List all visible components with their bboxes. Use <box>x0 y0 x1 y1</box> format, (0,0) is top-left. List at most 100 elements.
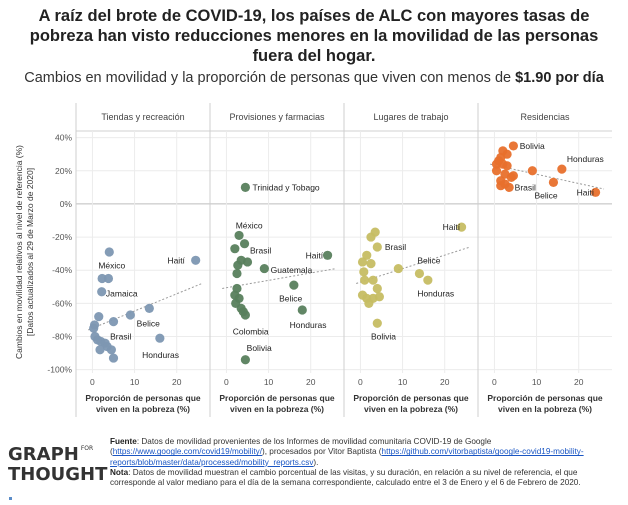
point-label: Trinidad y Tobago <box>253 182 320 192</box>
y-tick-label: -60% <box>52 298 72 308</box>
chart-subtitle: Cambios en movilidad y la proporción de … <box>8 70 620 86</box>
point-label: Bolivia <box>520 141 545 151</box>
x-tick-label: 20 <box>306 377 316 387</box>
data-point <box>108 317 119 327</box>
data-point <box>125 310 135 320</box>
point-label: Honduras <box>417 288 454 298</box>
panel-title: Tiendas y recreación <box>101 112 184 122</box>
data-point <box>108 353 119 363</box>
panel-title: Residencias <box>520 112 570 122</box>
point-label: Jamaica <box>106 288 138 298</box>
subtitle-text: Cambios en movilidad y la proporción de … <box>24 70 516 86</box>
data-point <box>106 345 116 355</box>
faceted-scatter-chart: Cambios en movilidad relativos al nivel … <box>14 103 612 417</box>
data-point <box>527 166 537 176</box>
source-link-github[interactable]: https://github.com/vitorbaptista/google-… <box>110 447 584 467</box>
point-label: Haití <box>306 250 324 260</box>
data-point <box>359 267 369 277</box>
logo-line2: THOUGHT <box>8 464 108 485</box>
data-point <box>456 222 467 232</box>
data-point <box>372 242 382 252</box>
data-point <box>89 323 99 333</box>
data-point <box>144 303 154 313</box>
data-point <box>97 273 107 284</box>
logo-for: FOR <box>80 445 94 452</box>
data-point <box>259 263 269 274</box>
y-tick-label: -100% <box>47 365 72 375</box>
source-link-google[interactable]: https://www.google.com/covid19/mobility/ <box>112 447 262 457</box>
logo-line1: GRAPH <box>8 444 79 465</box>
y-tick-label: 40% <box>55 133 72 143</box>
point-label: Guatemala <box>271 265 313 275</box>
data-point <box>362 250 372 260</box>
y-tick-label: 20% <box>55 166 72 176</box>
data-point <box>103 273 114 284</box>
point-label: Brasil <box>385 242 406 252</box>
point-label: México <box>236 220 263 230</box>
y-tick-label: 0% <box>60 199 73 209</box>
point-label: Belice <box>534 191 557 201</box>
x-axis-title: Proporción de personas que viven en la po… <box>219 393 335 414</box>
source-text-2: ), procesados por Vitor Baptista ( <box>262 447 382 457</box>
point-label: Haití <box>577 187 595 197</box>
data-point <box>508 141 518 151</box>
x-tick-label: 20 <box>172 377 182 387</box>
graph-for-thought-logo: GRAPH FOR THOUGHT <box>8 444 107 505</box>
data-point <box>97 287 107 297</box>
y-tick-label: -20% <box>52 232 72 242</box>
source-label: Fuente <box>110 437 137 446</box>
panel-title: Provisiones y farmacias <box>229 112 325 122</box>
data-point <box>155 333 165 343</box>
data-point <box>496 181 506 191</box>
y-tick-label: -80% <box>52 332 72 342</box>
panel-title: Lugares de trabajo <box>373 112 448 122</box>
y-tick-label: -40% <box>52 265 72 275</box>
data-point <box>372 318 382 328</box>
y-axis-title: Cambios en movilidad relativos al nivel … <box>14 145 24 359</box>
x-axis-title: Proporción de personas que viven en la po… <box>487 393 603 414</box>
data-point <box>366 259 376 269</box>
x-axis-title: Proporción de personas que viven en la po… <box>85 393 201 414</box>
data-point <box>500 169 510 179</box>
point-label: Belice <box>137 318 160 328</box>
data-point <box>230 244 240 254</box>
data-point <box>393 263 403 274</box>
data-point <box>548 177 559 187</box>
data-point <box>491 166 502 176</box>
point-label: Haití <box>167 255 185 265</box>
data-point <box>423 275 433 285</box>
chart-title: A raíz del brote de COVID-19, los países… <box>29 7 599 65</box>
data-point <box>360 275 370 285</box>
data-point <box>374 292 384 302</box>
x-tick-label: 0 <box>492 377 497 387</box>
x-tick-label: 0 <box>224 377 229 387</box>
data-point <box>372 283 382 294</box>
data-point <box>414 268 425 279</box>
data-point <box>191 255 201 265</box>
point-label: Haití <box>443 222 461 232</box>
point-label: Bolivia <box>371 332 396 342</box>
footer-notes: Fuente: Datos de movilidad provenientes … <box>110 437 620 488</box>
x-tick-label: 0 <box>90 377 95 387</box>
data-point <box>504 182 514 192</box>
point-label: Honduras <box>290 320 327 330</box>
data-point <box>557 164 567 174</box>
data-point <box>368 275 378 285</box>
x-tick-label: 10 <box>532 377 542 387</box>
note-text: : Datos de movilidad muestran el cambio … <box>110 467 581 488</box>
point-label: Belice <box>417 255 440 265</box>
source-text-3: ). <box>313 457 319 467</box>
data-point <box>322 250 333 260</box>
point-label: Brasil <box>515 182 536 192</box>
footer-note: Nota: Datos de movilidad muestran el cam… <box>110 468 620 489</box>
data-point <box>94 312 104 322</box>
x-tick-label: 10 <box>398 377 408 387</box>
data-point <box>240 355 250 365</box>
x-axis-title: Proporción de personas que viven en la po… <box>353 393 469 414</box>
data-point <box>289 280 299 290</box>
data-point <box>233 260 243 270</box>
data-point <box>364 298 374 308</box>
note-label: Nota <box>110 467 129 477</box>
data-point <box>502 161 512 171</box>
data-point <box>240 310 250 320</box>
